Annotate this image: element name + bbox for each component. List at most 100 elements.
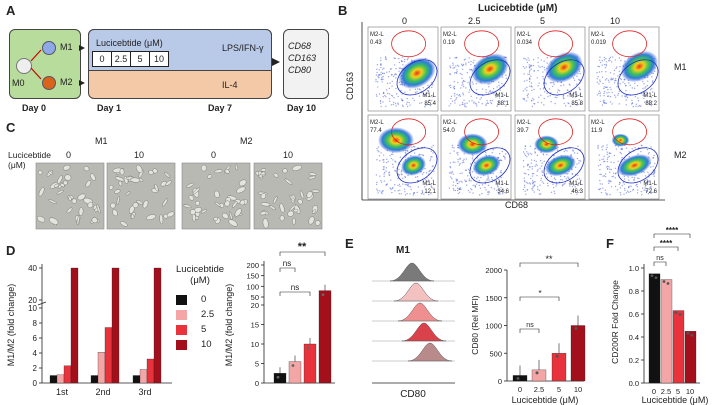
flow-event-dot bbox=[458, 164, 461, 166]
flow-event-dot bbox=[488, 190, 490, 193]
flow-event-dot bbox=[624, 189, 626, 191]
flow-event-dot bbox=[647, 180, 650, 182]
flow-event-dot bbox=[608, 179, 611, 182]
flow-event-dot bbox=[489, 99, 492, 102]
flow-event-dot bbox=[649, 99, 651, 102]
flow-event-dot bbox=[543, 66, 545, 69]
flow-event-dot bbox=[645, 91, 648, 93]
flow-density-blob bbox=[611, 133, 630, 147]
flow-event-dot bbox=[394, 102, 397, 105]
flow-event-dot bbox=[503, 100, 506, 102]
flow-event-dot bbox=[375, 78, 377, 81]
flow-event-dot bbox=[394, 170, 396, 172]
flow-title: Lucicebtide (μM) bbox=[478, 3, 558, 14]
legend-item: 10 bbox=[176, 337, 214, 352]
flow-event-dot bbox=[605, 148, 608, 151]
flow-event-dot bbox=[410, 188, 412, 191]
flow-event-dot bbox=[604, 173, 607, 175]
flow-event-dot bbox=[647, 80, 649, 82]
flow-event-dot bbox=[527, 96, 529, 98]
flow-event-dot bbox=[575, 166, 577, 169]
flow-event-dot bbox=[485, 103, 488, 105]
flow-event-dot bbox=[523, 153, 526, 155]
d-left-y-tick-label: 6 bbox=[33, 334, 38, 343]
flow-event-dot bbox=[637, 189, 639, 191]
flow-event-dot bbox=[651, 91, 654, 93]
flow-event-dot bbox=[412, 194, 415, 196]
flow-row-label-m2: M2 bbox=[674, 150, 687, 160]
flow-event-dot bbox=[454, 99, 456, 102]
flow-event-dot bbox=[391, 73, 393, 76]
flow-gate-m1 bbox=[469, 59, 511, 96]
flow-event-dot bbox=[408, 101, 410, 104]
flow-event-dot bbox=[545, 83, 548, 85]
flow-event-dot bbox=[381, 76, 383, 79]
e-histogram-peak bbox=[389, 262, 435, 282]
d-left-y-tick-label: 4 bbox=[33, 349, 38, 358]
flow-event-dot bbox=[458, 191, 461, 194]
flow-event-dot bbox=[524, 186, 526, 188]
flow-event-dot bbox=[610, 77, 612, 79]
flow-event-dot bbox=[572, 149, 574, 151]
dose-box: 0 bbox=[92, 51, 112, 67]
flow-event-dot bbox=[546, 92, 548, 95]
flow-event-dot bbox=[389, 82, 391, 84]
m1-label: M1 bbox=[60, 42, 73, 52]
flow-event-dot bbox=[452, 64, 454, 66]
flow-event-dot bbox=[644, 91, 646, 93]
flow-event-dot bbox=[390, 179, 392, 181]
flow-event-dot bbox=[546, 176, 549, 178]
flow-event-dot bbox=[617, 160, 619, 162]
flow-gate-m2 bbox=[464, 30, 500, 58]
flow-event-dot bbox=[458, 65, 460, 68]
flow-event-dot bbox=[379, 175, 381, 177]
flow-event-dot bbox=[500, 159, 502, 161]
legend-item-label: 10 bbox=[201, 339, 212, 350]
cell-shape bbox=[282, 168, 288, 174]
dose-boxes: 0 2.5 5 10 bbox=[92, 51, 169, 67]
flow-event-dot bbox=[623, 187, 626, 190]
flow-event-dot bbox=[388, 174, 390, 176]
flow-event-dot bbox=[599, 169, 601, 171]
flow-event-dot bbox=[523, 184, 526, 187]
flow-event-dot bbox=[526, 164, 529, 167]
flow-event-dot bbox=[559, 175, 562, 178]
flow-event-dot bbox=[380, 191, 383, 194]
flow-gate-value: 88.2 bbox=[645, 101, 657, 107]
flow-event-dot bbox=[474, 102, 477, 105]
flow-event-dot bbox=[577, 145, 579, 147]
flow-gate-value: 34.6 bbox=[497, 189, 509, 195]
flow-event-dot bbox=[651, 173, 653, 176]
flow-event-dot bbox=[638, 177, 640, 180]
flow-event-dot bbox=[426, 184, 428, 186]
flow-event-dot bbox=[605, 86, 607, 88]
flow-event-dot bbox=[522, 151, 525, 153]
flow-event-dot bbox=[524, 148, 526, 150]
flow-event-dot bbox=[538, 96, 540, 98]
flow-event-dot bbox=[393, 64, 396, 66]
flow-event-dot bbox=[644, 175, 647, 177]
flow-event-dot bbox=[375, 174, 378, 176]
flow-event-dot bbox=[397, 95, 399, 98]
flow-event-dot bbox=[610, 186, 613, 188]
cell-shape bbox=[83, 166, 90, 172]
flow-event-dot bbox=[543, 160, 545, 162]
flow-event-dot bbox=[462, 80, 465, 82]
flow-event-dot bbox=[487, 184, 490, 187]
flow-event-dot bbox=[376, 68, 378, 70]
flow-event-dot bbox=[601, 158, 603, 161]
flow-event-dot bbox=[598, 71, 601, 73]
day7-label: Day 7 bbox=[208, 103, 233, 113]
flow-event-dot bbox=[578, 99, 580, 101]
flow-event-dot bbox=[542, 75, 544, 78]
flow-event-dot bbox=[636, 177, 639, 179]
flow-event-dot bbox=[619, 65, 621, 68]
marker-cd68: CD68 bbox=[288, 41, 312, 51]
flow-event-dot bbox=[465, 180, 468, 182]
flow-event-dot bbox=[378, 151, 380, 153]
flow-event-dot bbox=[384, 56, 387, 58]
flow-event-dot bbox=[597, 144, 599, 147]
flow-event-dot bbox=[375, 80, 377, 83]
flow-event-dot bbox=[468, 57, 470, 59]
flow-col-header: 5 bbox=[540, 16, 546, 26]
